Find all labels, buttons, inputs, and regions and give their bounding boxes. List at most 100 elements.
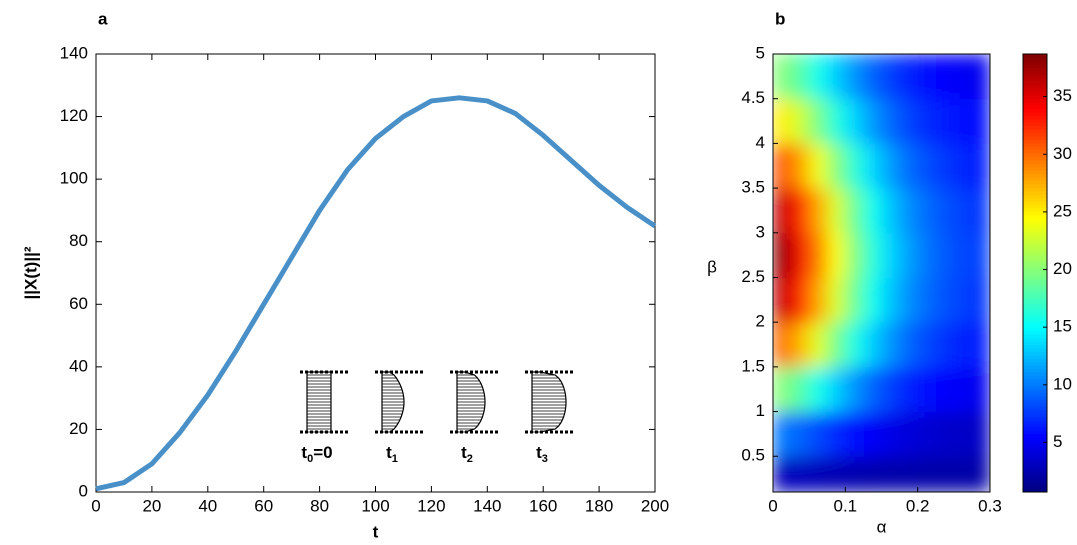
heatmap-cell	[808, 411, 828, 457]
colorbar-step	[1023, 190, 1047, 195]
colorbar-step	[1023, 197, 1047, 202]
profile-outline	[457, 371, 486, 433]
axes-box	[772, 53, 991, 493]
colorbar-step	[1023, 361, 1047, 366]
x-tick-label: 20	[142, 496, 161, 515]
colorbar-step	[1023, 74, 1047, 79]
colorbar-step	[1023, 409, 1047, 414]
heatmap-clip	[773, 54, 990, 492]
heatmap-cell	[773, 411, 792, 457]
colorbar-step	[1023, 320, 1047, 325]
heatmap-cell	[881, 366, 901, 413]
inset-label-sub: 3	[542, 453, 548, 465]
colorbar-step	[1023, 211, 1047, 216]
heatmap-cell	[862, 366, 882, 413]
colorbar-step	[1023, 193, 1047, 199]
y-tick-label: 0	[79, 481, 88, 500]
heatmap-cell	[935, 455, 955, 492]
colorbar-step	[1023, 187, 1047, 192]
inset-label: t2	[461, 443, 473, 464]
heatmap-cell	[844, 98, 864, 144]
heatmap-cell	[899, 142, 919, 189]
colorbar-step	[1023, 118, 1047, 123]
colorbar-step	[1023, 337, 1047, 342]
panel-label: b	[775, 9, 785, 28]
colorbar-step	[1023, 125, 1047, 130]
y-tick-label: 4.5	[741, 88, 765, 107]
colorbar-tick-label: 15	[1053, 317, 1072, 336]
heatmap-cell	[808, 366, 828, 413]
colorbar-step	[1023, 406, 1047, 411]
colorbar-step	[1023, 122, 1047, 127]
heatmap-cell	[844, 366, 864, 413]
colorbar-step	[1023, 163, 1047, 168]
heatmap-cell	[953, 276, 973, 323]
inset-label: t0=0	[301, 443, 332, 464]
heatmap-cell	[844, 187, 864, 234]
colorbar-step	[1023, 457, 1047, 462]
heatmap-cell	[971, 366, 990, 413]
colorbar-step	[1023, 440, 1047, 445]
heatmap-cell	[826, 142, 846, 189]
heatmap-cell	[862, 455, 882, 492]
y-axis-label: ||X(t)||²	[21, 246, 40, 299]
heatmap-cell	[844, 276, 864, 323]
inset-label-suffix: =0	[313, 443, 332, 462]
heatmap-cell	[917, 276, 937, 323]
x-tick-label: 0	[768, 496, 777, 515]
colorbar-step	[1023, 447, 1047, 452]
colorbar-step	[1023, 235, 1047, 240]
inset-label-sub: 0	[307, 453, 313, 465]
colorbar-step	[1023, 60, 1047, 65]
colorbar-step	[1023, 286, 1047, 291]
heatmap	[773, 54, 990, 492]
colorbar-step	[1023, 204, 1047, 209]
colorbar-step	[1023, 135, 1047, 140]
x-tick-label: 80	[310, 496, 329, 515]
heatmap-cell	[790, 98, 810, 144]
colorbar-step	[1023, 402, 1047, 407]
heatmap-cell	[808, 187, 828, 234]
heatmap-cell	[790, 366, 810, 413]
heatmap-cell	[862, 98, 882, 144]
heatmap-cell	[773, 455, 792, 492]
heatmap-cell	[790, 54, 810, 100]
heatmap-cell	[808, 142, 828, 189]
heatmap-cell	[773, 98, 792, 144]
heatmap-cell	[826, 455, 846, 492]
heatmap-cell	[881, 411, 901, 457]
heatmap-cell	[935, 142, 955, 189]
colorbar-step	[1023, 269, 1047, 274]
colorbar-step	[1023, 433, 1047, 438]
inset-label-main: t	[461, 443, 467, 462]
heatmap-cell	[790, 411, 810, 457]
colorbar-step	[1023, 170, 1047, 175]
heatmap-cell	[826, 187, 846, 234]
y-tick-label: 4	[756, 133, 765, 152]
inset-label-main: t	[386, 443, 392, 462]
heatmap-cell	[773, 232, 792, 278]
colorbar-step	[1023, 115, 1047, 120]
heatmap-cell	[881, 142, 901, 189]
colorbar-step	[1023, 474, 1047, 479]
colorbar-step	[1023, 228, 1047, 233]
heatmap-cell	[971, 142, 990, 189]
heatmap-cell	[773, 276, 792, 323]
heatmap-cell	[953, 411, 973, 457]
heatmap-cell	[899, 366, 919, 413]
y-tick-label: 140	[60, 43, 88, 62]
colorbar-step	[1023, 98, 1047, 103]
colorbar-step	[1023, 467, 1047, 472]
heatmap-cell	[953, 98, 973, 144]
heatmap-cell	[862, 321, 882, 368]
heatmap-cell	[971, 276, 990, 323]
heatmap-cell	[971, 411, 990, 457]
heatmap-cell	[808, 98, 828, 144]
heatmap-cell	[826, 232, 846, 278]
colorbar	[1023, 53, 1047, 493]
colorbar-step	[1023, 214, 1047, 219]
colorbar-step	[1023, 289, 1047, 294]
x-axis-label: α	[877, 517, 887, 536]
y-tick-label: 2.5	[741, 267, 765, 286]
